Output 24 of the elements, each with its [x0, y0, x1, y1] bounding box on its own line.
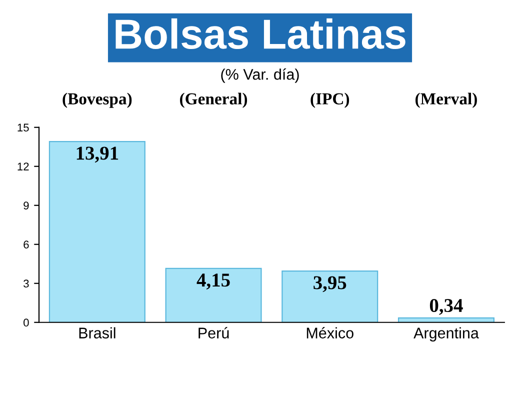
text: (Bovespa) — [62, 92, 132, 108]
x-tick-label: Brasil — [79, 327, 116, 338]
y-tick-label: 15 — [18, 124, 29, 132]
y-tick-label: 3 — [24, 280, 29, 288]
text: (Merval) — [415, 92, 477, 108]
bar — [48, 140, 146, 322]
y-tick-label: 0 — [24, 318, 29, 327]
bar — [282, 270, 378, 322]
x-tick-label: México — [306, 327, 354, 338]
chart-title: Bolsas Latinas — [116, 18, 406, 49]
text: (IPC) — [310, 92, 350, 108]
text: (General) — [180, 92, 248, 108]
bar — [165, 268, 262, 322]
y-tick-label: 6 — [24, 240, 29, 249]
y-tick-label: 9 — [24, 202, 29, 210]
data-label: 3,95 — [314, 276, 346, 292]
data-label: 0,34 — [430, 298, 463, 315]
x-tick-label: Argentina — [414, 327, 479, 342]
data-label: 13,91 — [76, 146, 118, 163]
x-tick-label: Perú — [198, 327, 229, 338]
y-tick-label: 12 — [18, 162, 29, 170]
data-label: 4,15 — [196, 274, 230, 290]
chart-subtitle: (% Var. día) — [221, 68, 299, 83]
bar — [398, 317, 494, 322]
